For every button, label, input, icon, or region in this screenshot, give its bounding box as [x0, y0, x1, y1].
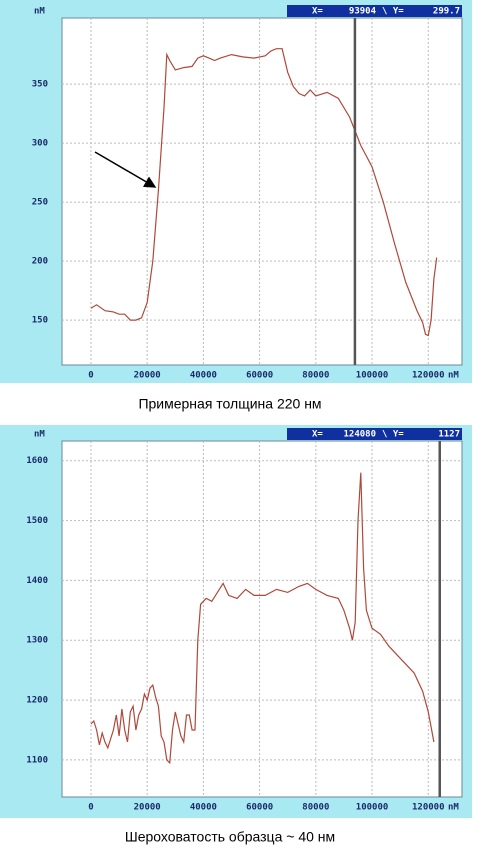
caption: Примерная толщина 220 нм — [138, 396, 321, 412]
x-tick-label: 120000 — [412, 803, 445, 813]
x-tick-label: 0 — [88, 371, 93, 381]
y-tick-label: 150 — [32, 316, 48, 326]
readout-y-label: \ Y= — [382, 430, 404, 440]
y-tick-label: 300 — [32, 139, 48, 149]
readout-y-label: \ Y= — [382, 7, 404, 17]
y-tick-label: 1600 — [26, 456, 48, 466]
x-tick-label: 60000 — [246, 803, 273, 813]
x-tick-label: 40000 — [190, 371, 217, 381]
x-tick-label: 60000 — [246, 371, 273, 381]
y-tick-label: 350 — [32, 80, 48, 90]
y-tick-label: 1300 — [26, 636, 48, 646]
x-tick-label: 100000 — [356, 803, 389, 813]
x-tick-label: 80000 — [302, 371, 329, 381]
x-tick-label: 20000 — [134, 371, 161, 381]
y-tick-label: 1500 — [26, 516, 48, 526]
y-tick-label: 1100 — [26, 755, 48, 765]
caption: Шероховатость образца ~ 40 нм — [125, 829, 335, 845]
arrow — [94, 151, 157, 188]
plot-area — [61, 17, 463, 366]
readout-bar — [287, 5, 462, 17]
readout-y: 1127 — [438, 430, 460, 440]
plot-area — [61, 440, 463, 798]
readout-x-label: X= — [312, 430, 323, 440]
readout-x: 93904 — [349, 7, 377, 17]
readout-y: 299.7 — [433, 7, 460, 17]
x-tick-label: 100000 — [356, 371, 389, 381]
x-axis-label: nM — [448, 371, 459, 381]
readout-x-label: X= — [312, 7, 323, 17]
y-tick-label: 1400 — [26, 576, 48, 586]
readout-x: 124080 — [343, 430, 376, 440]
x-tick-label: 20000 — [134, 803, 161, 813]
x-tick-label: 40000 — [190, 803, 217, 813]
x-tick-label: 80000 — [302, 803, 329, 813]
x-tick-label: 0 — [88, 803, 93, 813]
profile-line — [90, 48, 438, 337]
profile-line — [90, 472, 435, 765]
y-tick-label: 200 — [32, 257, 48, 267]
readout-bar — [287, 428, 462, 440]
y-axis-label: nM — [34, 430, 45, 440]
y-tick-label: 250 — [32, 198, 48, 208]
y-tick-label: 1200 — [26, 696, 48, 706]
y-axis-label: nM — [34, 7, 45, 17]
x-axis-label: nM — [448, 803, 459, 813]
x-tick-label: 120000 — [412, 371, 445, 381]
